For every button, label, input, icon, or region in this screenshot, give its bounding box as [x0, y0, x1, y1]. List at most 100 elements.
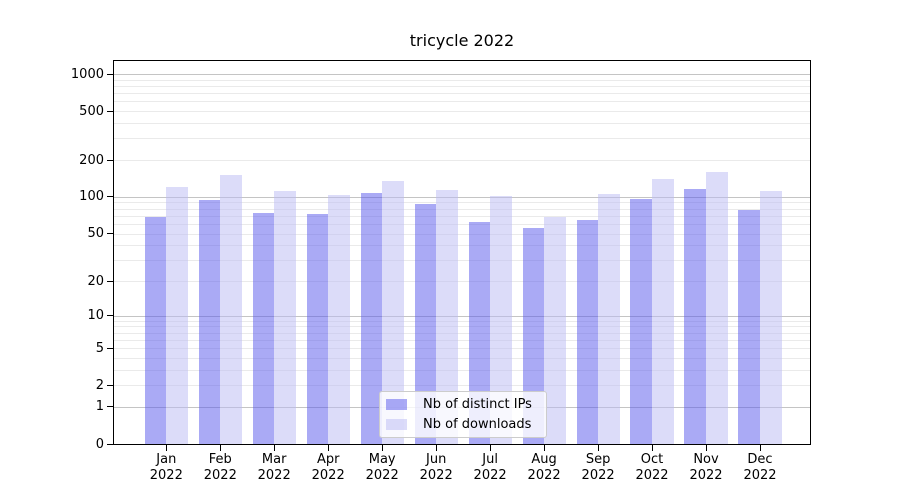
x-tick-label: Jan 2022 — [149, 452, 183, 483]
x-tick-label: Mar 2022 — [257, 452, 291, 483]
bar-jan-distinct-ips — [144, 216, 167, 444]
y-tick-label: 10 — [87, 308, 104, 324]
minor-gridline — [114, 369, 810, 371]
y-tick-label: 5 — [95, 340, 104, 356]
bar-jun-distinct-ips — [414, 204, 437, 444]
minor-gridline — [114, 233, 810, 235]
major-gridline — [114, 74, 810, 75]
y-tick — [107, 315, 113, 317]
minor-gridline — [114, 260, 810, 262]
legend-label-distinct-ips: Nb of distinct IPs — [423, 397, 532, 412]
bar-oct-downloads — [652, 179, 674, 444]
minor-gridline — [114, 86, 810, 87]
x-tick-label: Apr 2022 — [311, 452, 345, 483]
bar-jul-downloads — [490, 196, 512, 444]
bar-jun-downloads — [436, 189, 458, 444]
y-tick — [107, 196, 113, 198]
chart-title: tricycle 2022 — [409, 31, 515, 50]
grid-layer — [114, 61, 810, 444]
y-tick-label: 200 — [79, 152, 104, 168]
y-tick-label: 2 — [95, 377, 104, 393]
minor-gridline — [114, 215, 810, 217]
x-tick-label: Oct 2022 — [635, 452, 669, 483]
minor-gridline — [114, 339, 810, 341]
major-gridline — [114, 315, 810, 317]
bar-mar-downloads — [274, 190, 296, 444]
bar-jan-downloads — [166, 186, 188, 444]
x-tick — [705, 445, 707, 451]
bar-sep-distinct-ips — [576, 219, 599, 444]
x-tick — [651, 445, 653, 451]
legend: Nb of distinct IPs Nb of downloads — [379, 391, 547, 438]
minor-gridline — [114, 245, 810, 247]
bar-aug-distinct-ips — [522, 228, 545, 444]
x-tick — [435, 445, 437, 451]
x-tick — [597, 445, 599, 451]
minor-gridline — [114, 79, 810, 81]
plot-area: Nb of distinct IPs Nb of downloads — [113, 60, 811, 445]
y-tick — [107, 347, 113, 349]
x-tick — [759, 445, 761, 451]
x-tick-label: Jul 2022 — [473, 452, 507, 483]
y-tick — [107, 110, 113, 112]
minor-gridline — [114, 357, 810, 359]
minor-gridline — [114, 160, 810, 161]
y-tick-label: 1000 — [70, 66, 104, 82]
minor-gridline — [114, 326, 810, 328]
minor-gridline — [114, 123, 810, 124]
bar-nov-distinct-ips — [684, 188, 706, 444]
bar-sep-downloads — [598, 193, 620, 444]
x-tick-label: Sep 2022 — [581, 452, 615, 483]
bar-may-downloads — [382, 180, 404, 444]
y-tick — [107, 159, 113, 161]
x-tick — [219, 445, 221, 451]
legend-swatch-downloads — [386, 419, 407, 430]
y-tick — [107, 443, 113, 445]
bar-feb-distinct-ips — [198, 199, 221, 444]
bar-oct-distinct-ips — [630, 199, 652, 444]
minor-gridline — [114, 101, 810, 103]
x-tick-label: Nov 2022 — [689, 452, 723, 483]
bar-jul-distinct-ips — [468, 222, 491, 444]
y-tick — [107, 73, 113, 75]
minor-gridline — [114, 281, 810, 282]
bar-apr-distinct-ips — [306, 213, 329, 444]
minor-gridline — [114, 202, 810, 204]
x-tick-label: Jun 2022 — [419, 452, 453, 483]
y-tick-label: 50 — [87, 226, 104, 241]
bar-apr-downloads — [328, 194, 350, 444]
major-gridline — [114, 196, 810, 198]
legend-label-downloads: Nb of downloads — [423, 417, 532, 432]
x-tick — [543, 445, 545, 451]
minor-gridline — [114, 93, 810, 95]
minor-gridline — [114, 385, 810, 387]
minor-gridline — [114, 320, 810, 322]
x-tick — [381, 445, 383, 451]
y-tick-label: 1 — [95, 399, 104, 415]
bar-may-distinct-ips — [360, 193, 383, 444]
minor-gridline — [114, 111, 810, 113]
y-tick — [107, 406, 113, 408]
minor-gridline — [114, 332, 810, 334]
y-tick — [107, 280, 113, 282]
minor-gridline — [114, 138, 810, 140]
y-tick — [107, 384, 113, 386]
y-tick-label: 0 — [95, 436, 104, 452]
x-tick-label: Aug 2022 — [527, 452, 561, 483]
minor-gridline — [114, 223, 810, 225]
legend-swatch-distinct-ips — [386, 399, 407, 410]
bar-mar-distinct-ips — [252, 212, 275, 444]
bar-aug-downloads — [544, 217, 566, 444]
y-tick-label: 100 — [79, 189, 104, 205]
x-tick-label: Dec 2022 — [743, 452, 777, 483]
x-tick-label: Feb 2022 — [203, 452, 237, 483]
y-tick-label: 500 — [79, 103, 104, 119]
y-tick — [107, 233, 113, 234]
legend-item-distinct-ips: Nb of distinct IPs — [386, 397, 540, 412]
bar-feb-downloads — [220, 175, 242, 444]
x-tick-label: May 2022 — [365, 452, 399, 483]
bars-layer — [114, 61, 810, 444]
bar-dec-distinct-ips — [738, 210, 760, 444]
x-tick — [273, 445, 275, 451]
minor-gridline — [114, 348, 810, 350]
